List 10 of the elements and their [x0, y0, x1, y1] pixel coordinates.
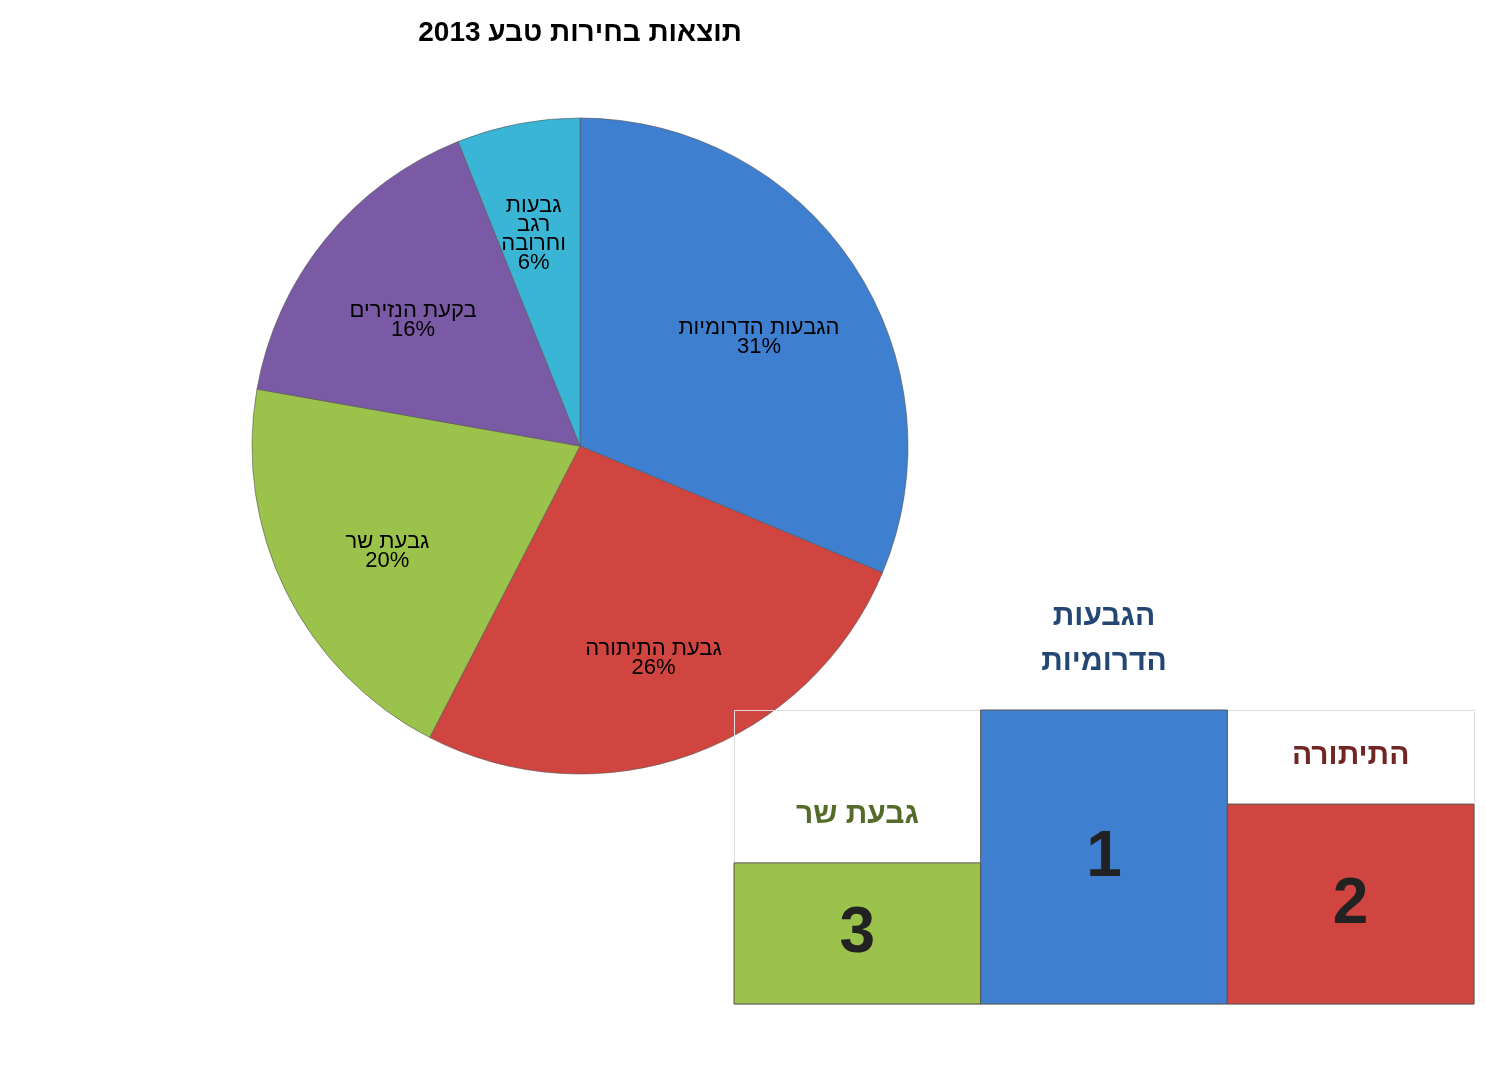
- data-label: 20%: [365, 547, 410, 573]
- slice-label: הגבעות הדרומיות: [678, 313, 840, 339]
- data-label: 6%: [517, 249, 550, 275]
- annotation: 3: [839, 894, 876, 967]
- annotation: 1: [1086, 818, 1122, 890]
- data-label: 26%: [631, 654, 676, 680]
- chart-title: תוצאות בחירות טבע 2013: [418, 15, 742, 47]
- annotation: 2: [1332, 865, 1369, 938]
- data-label: 16%: [391, 316, 436, 342]
- x-tick-label: התיתורה: [1291, 737, 1410, 771]
